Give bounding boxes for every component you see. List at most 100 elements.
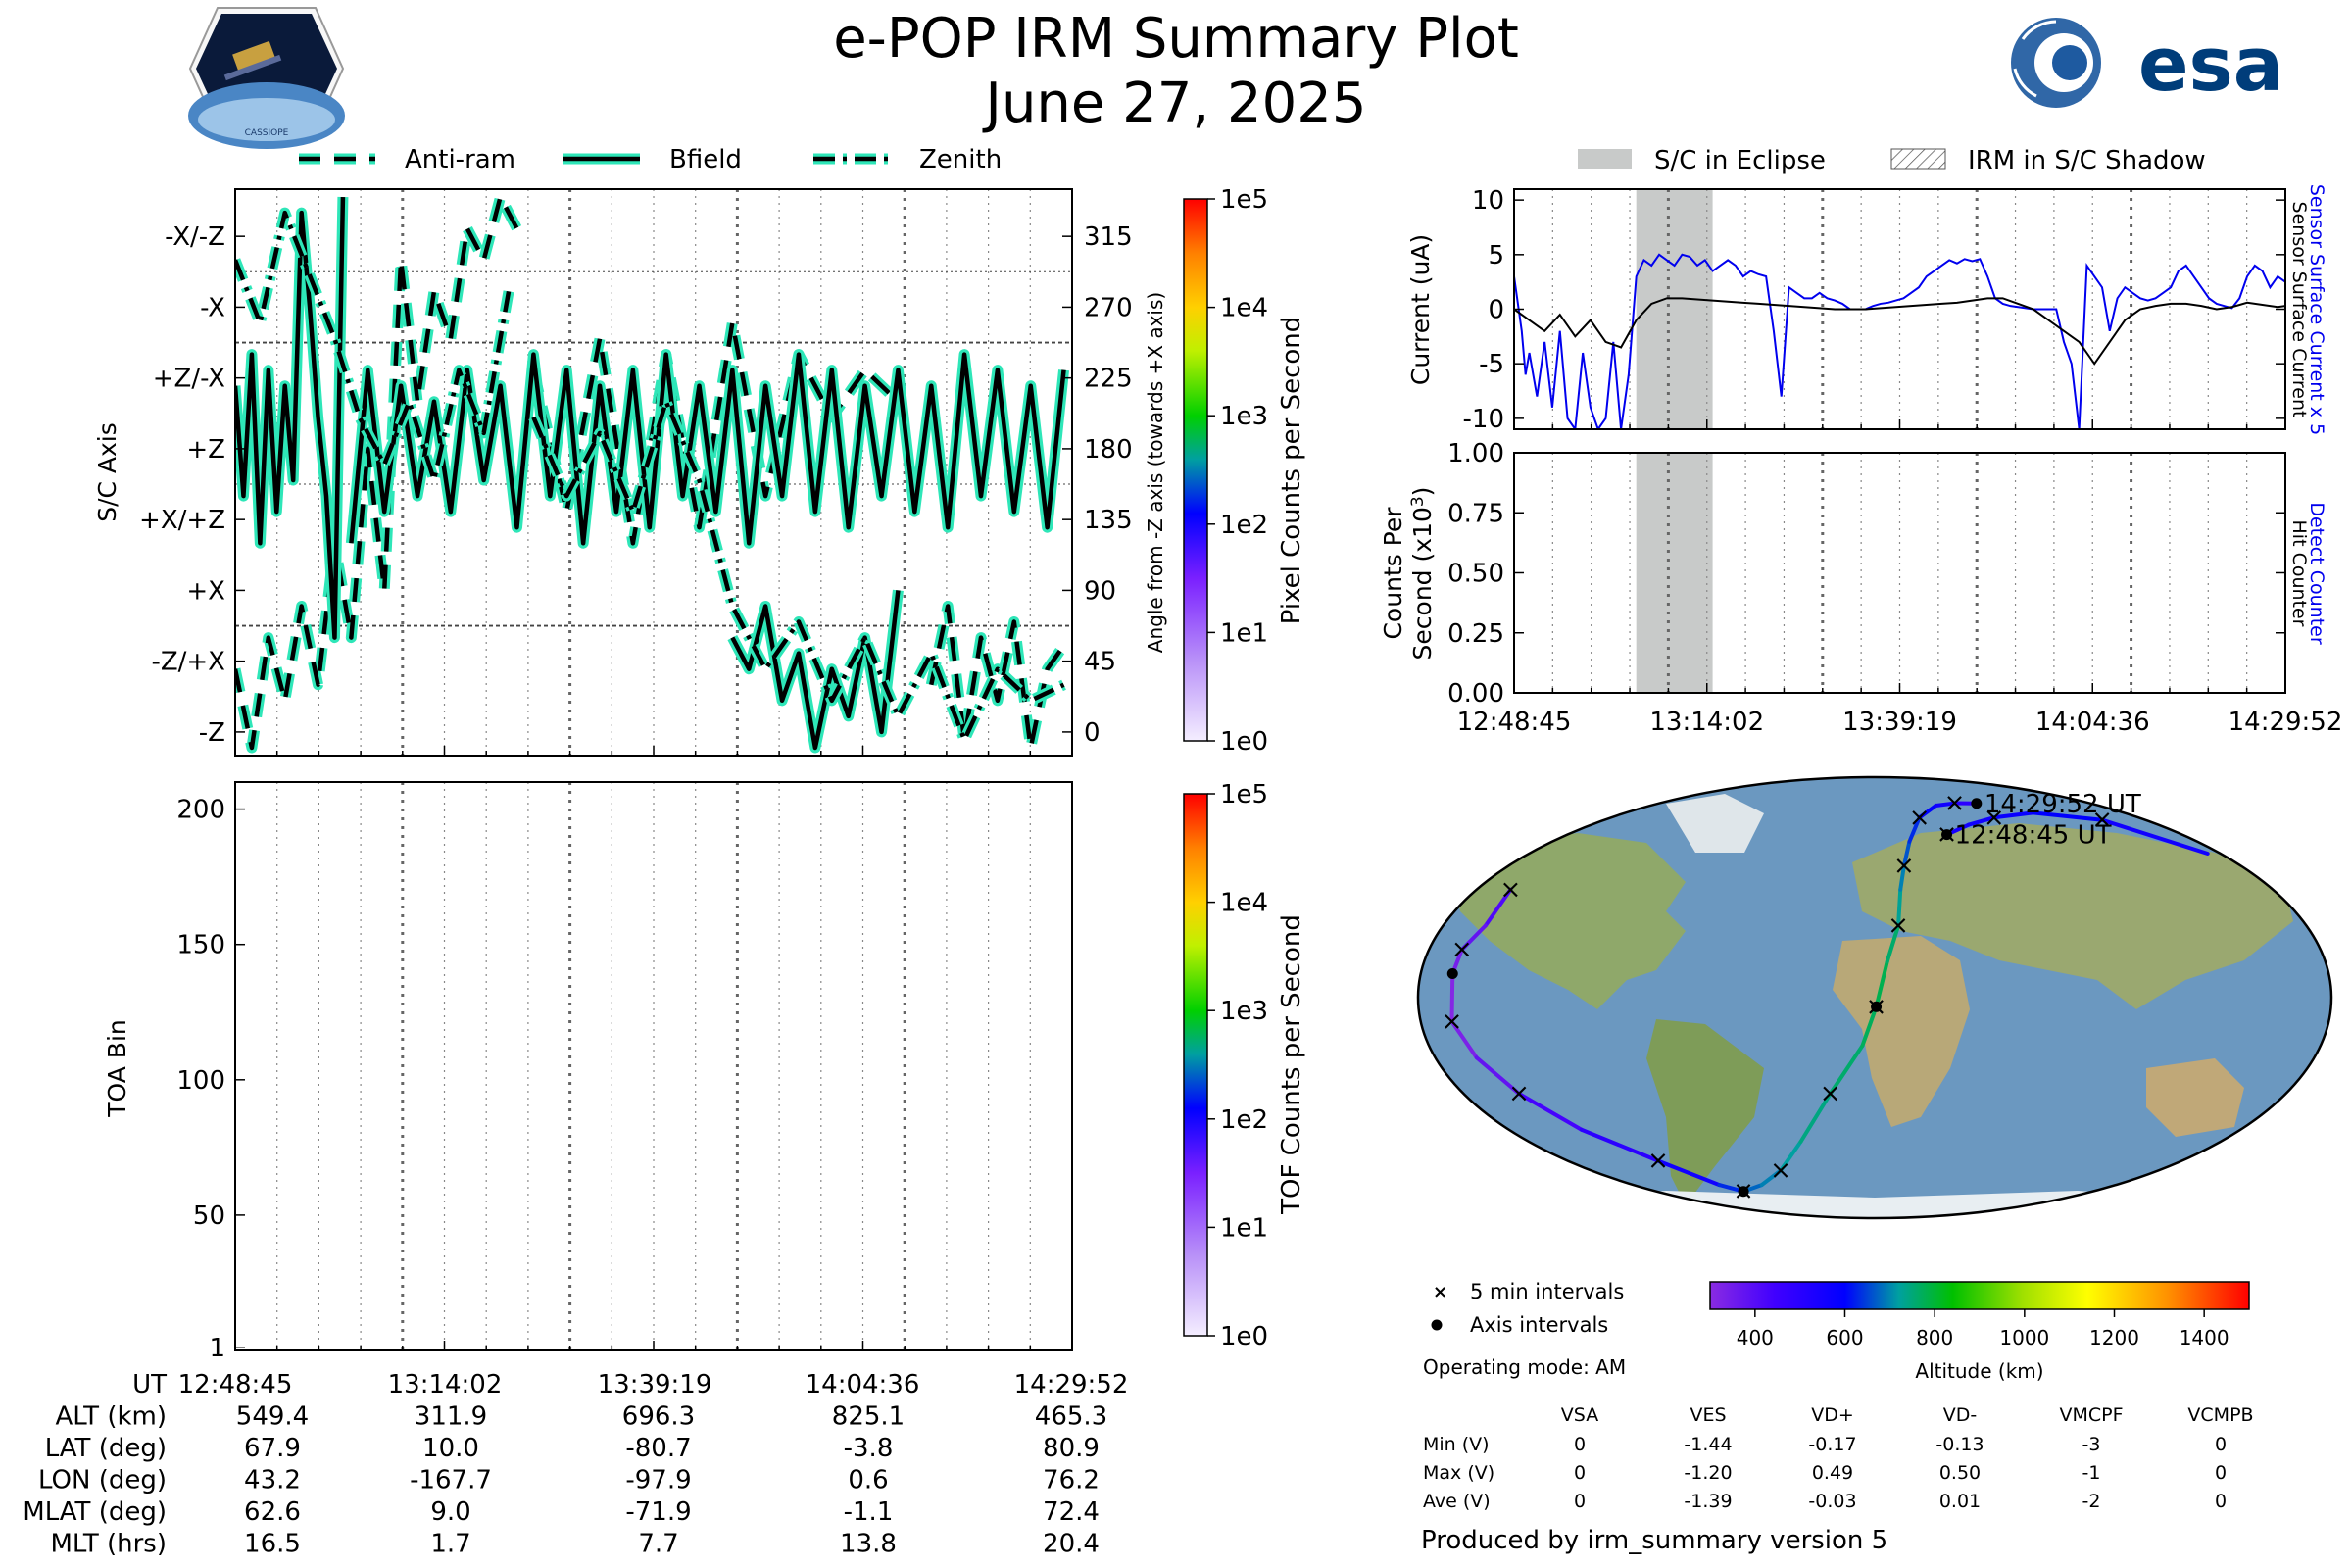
legend-axis-label: Axis intervals bbox=[1470, 1313, 1608, 1337]
track-segment bbox=[1991, 810, 2035, 820]
track-segment bbox=[1917, 804, 1938, 820]
axis-interval-marker bbox=[1871, 1001, 1883, 1012]
y-tick-label: 0 bbox=[1488, 296, 1504, 325]
voltage-cell: -1.39 bbox=[1684, 1491, 1732, 1512]
y-tick-label: -Z bbox=[199, 718, 225, 748]
australia-shape bbox=[2146, 1058, 2244, 1137]
south-america-shape bbox=[1646, 1019, 1764, 1205]
voltage-cell: 0.49 bbox=[1812, 1462, 1853, 1484]
five-min-marker: × bbox=[1909, 803, 1931, 832]
tof-colorbar-ticks: 1e0 1e1 1e2 1e3 1e4 1e5 bbox=[1207, 780, 1268, 1351]
y2-tick-label: 135 bbox=[1084, 506, 1133, 535]
voltage-column-header: VMCPF bbox=[2059, 1404, 2123, 1426]
eclipse-region bbox=[1636, 189, 1713, 429]
ephemeris-cell: 43.2 bbox=[244, 1466, 301, 1495]
trace-bfield bbox=[235, 196, 346, 640]
altitude-colorbar-label: Altitude (km) bbox=[1915, 1359, 2043, 1383]
y-tick-label: -Z/+X bbox=[151, 648, 225, 677]
voltage-cell: 0 bbox=[1574, 1491, 1586, 1512]
track-segment bbox=[1656, 1158, 1722, 1188]
y-tick-label: 100 bbox=[176, 1066, 225, 1096]
ephemeris-cell: 20.4 bbox=[1043, 1530, 1100, 1559]
eurasia-shape bbox=[1852, 823, 2293, 1009]
y2-tick-label: 45 bbox=[1084, 648, 1116, 677]
ephemeris-row-label: ALT (km) bbox=[55, 1402, 167, 1432]
altitude-tick-label: 1000 bbox=[1999, 1326, 2049, 1349]
page-title: e-POP IRM Summary Plot bbox=[833, 7, 1519, 71]
ephemeris-cell: 14:29:52 bbox=[1014, 1370, 1129, 1399]
trace-zenith bbox=[235, 210, 512, 483]
y2-tick-label: 0 bbox=[1084, 718, 1101, 748]
five-min-marker: × bbox=[1647, 1147, 1669, 1176]
colorbar-tick-label: 1e5 bbox=[1220, 780, 1268, 809]
ephemeris-cell: 13.8 bbox=[840, 1530, 897, 1559]
voltage-cell: 0 bbox=[2215, 1491, 2227, 1512]
pixel-colorbar: 1e0 1e1 1e2 1e3 1e4 1e5 Pixel Counts per Seco… bbox=[1183, 185, 1306, 757]
esa-logo: esa bbox=[2011, 18, 2283, 108]
ephemeris-cell: 62.6 bbox=[244, 1497, 301, 1527]
five-min-marker: × bbox=[1820, 1079, 1841, 1108]
current-ticks: -10 -5 0 5 10 bbox=[1463, 186, 2286, 434]
y-tick-label: -X bbox=[200, 293, 225, 322]
altitude-colorbar-ticks: 400 600 800 1000 1200 1400 bbox=[1737, 1309, 2230, 1349]
voltage-cell: 0 bbox=[2215, 1434, 2227, 1455]
track-segment bbox=[1449, 1019, 1479, 1060]
y-tick-label: 1.00 bbox=[1447, 439, 1504, 468]
trace-legend: Anti-ram Bfield Zenith bbox=[299, 145, 1002, 174]
axis-interval-marker bbox=[1446, 968, 1458, 979]
track-segment bbox=[1828, 1044, 1865, 1096]
y-tick-label: 150 bbox=[176, 931, 225, 960]
voltage-cell: -0.03 bbox=[1808, 1491, 1856, 1512]
voltage-cell: 0 bbox=[1574, 1434, 1586, 1455]
page-date: June 27, 2025 bbox=[982, 72, 1366, 135]
track-segment bbox=[1759, 1168, 1784, 1188]
map-legend: × 5 min intervals Axis intervals Operati… bbox=[1423, 1280, 1626, 1379]
voltage-cell: -1 bbox=[2082, 1462, 2101, 1484]
tof-colorbar-gradient bbox=[1183, 793, 1208, 1337]
y-tick-label: -10 bbox=[1463, 405, 1504, 434]
ephemeris-row-label: UT bbox=[132, 1370, 167, 1399]
pixel-colorbar-gradient bbox=[1183, 198, 1208, 742]
x-tick-label: 13:14:02 bbox=[1649, 708, 1764, 737]
voltage-cell: -1.44 bbox=[1684, 1434, 1732, 1455]
track-segment bbox=[1459, 923, 1488, 952]
counts-plot-body bbox=[1514, 453, 2285, 693]
track-segment bbox=[1885, 923, 1901, 964]
pixel-colorbar-label: Pixel Counts per Second bbox=[1277, 317, 1306, 625]
ephemeris-row-label: LAT (deg) bbox=[45, 1434, 167, 1463]
voltage-column-header: VD- bbox=[1943, 1404, 1977, 1426]
legend-5min-label: 5 min intervals bbox=[1470, 1280, 1624, 1303]
ephemeris-cell: 825.1 bbox=[832, 1402, 905, 1432]
y-tick-label: -5 bbox=[1479, 350, 1504, 379]
track-segment bbox=[1896, 887, 1903, 928]
colorbar-tick-label: 1e4 bbox=[1220, 889, 1268, 918]
counts-y2label-blue: Detect Counter bbox=[2306, 502, 2328, 645]
five-min-marker: × bbox=[1442, 1007, 1463, 1037]
axis-interval-marker bbox=[1971, 798, 1983, 809]
ephemeris-cell: -80.7 bbox=[625, 1434, 691, 1463]
current-ylabel: Current (uA) bbox=[1406, 234, 1435, 385]
track-segment bbox=[2031, 810, 2105, 822]
voltage-column-header: VD+ bbox=[1811, 1404, 1854, 1426]
altitude-tick-label: 400 bbox=[1737, 1326, 1774, 1349]
ephemeris-cell: 80.9 bbox=[1043, 1434, 1100, 1463]
voltage-cell: 0 bbox=[1574, 1462, 1586, 1484]
five-min-marker: × bbox=[1887, 911, 1909, 941]
voltage-cell: -0.17 bbox=[1808, 1434, 1856, 1455]
ephemeris-cell: 76.2 bbox=[1043, 1466, 1100, 1495]
five-min-marker: × bbox=[1770, 1155, 1791, 1185]
track-segment bbox=[1874, 959, 1889, 1009]
mission-logo: CASSIOPE bbox=[188, 7, 345, 149]
attitude-traces bbox=[235, 191, 1070, 754]
y-tick-label: -X/-Z bbox=[165, 222, 225, 252]
x-tick-label: 14:04:36 bbox=[2035, 708, 2150, 737]
attitude-y2label: Angle from -Z axis (towards +X axis) bbox=[1144, 292, 1167, 653]
altitude-tick-label: 1400 bbox=[2180, 1326, 2230, 1349]
attitude-ylabel: S/C Axis bbox=[93, 422, 122, 522]
ephemeris-cell: 311.9 bbox=[415, 1402, 487, 1432]
legend-label-eclipse: S/C in Eclipse bbox=[1654, 146, 1826, 175]
ephemeris-cell: 67.9 bbox=[244, 1434, 301, 1463]
